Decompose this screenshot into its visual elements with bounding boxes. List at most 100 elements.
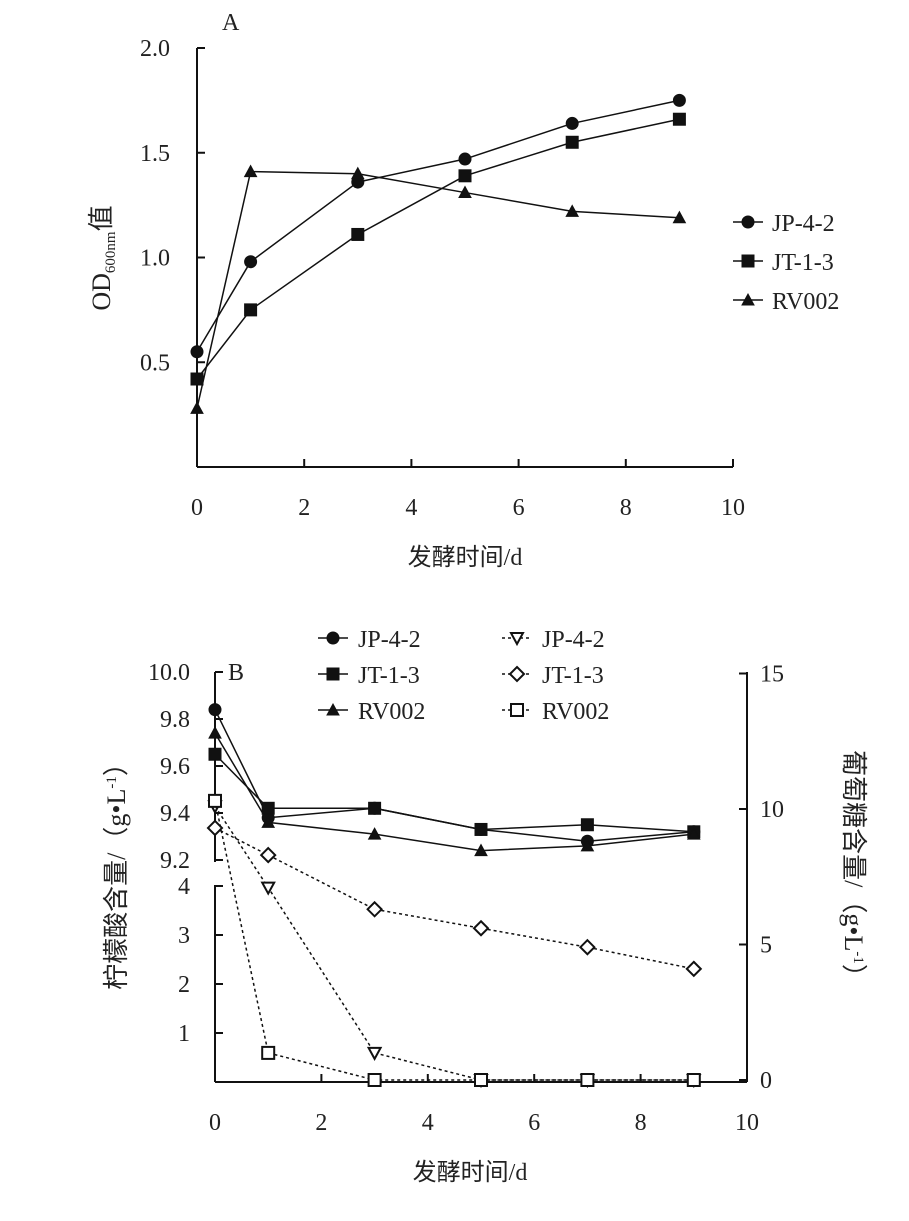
x-axis-label: 发酵时间/d	[408, 544, 523, 571]
data-point-RV002	[190, 401, 204, 414]
series-line-JP-4-2	[196, 99, 680, 353]
legend-label: JP-4-2	[772, 211, 835, 237]
legend-label: RV002	[542, 699, 609, 725]
y-axis-left-label: 柠檬酸含量/（g•L-1）	[102, 750, 131, 990]
series-line-RV002	[196, 170, 680, 409]
data-point-JT-1-3	[244, 303, 258, 317]
data-point-JT-1-3-right	[259, 846, 277, 864]
data-point-RV002-left	[580, 838, 595, 852]
y-tick-label: 1.0	[140, 246, 170, 272]
data-point-RV002-left	[261, 815, 276, 828]
legend-marker	[741, 292, 755, 306]
data-point-JP-4-2	[244, 255, 258, 269]
y-tick-label: 1	[178, 1021, 190, 1047]
data-point-JT-1-3-left	[580, 818, 594, 832]
data-point-JP-4-2	[672, 93, 686, 107]
data-point-JT-1-3	[458, 169, 472, 183]
legend-label: RV002	[772, 289, 839, 315]
data-point-JT-1-3-left	[261, 801, 275, 815]
y-tick-label: 3	[178, 923, 190, 949]
data-point-JT-1-3-right	[366, 900, 384, 918]
y-tick-label: 9.8	[160, 707, 190, 733]
data-point-RV002-right	[261, 1045, 276, 1060]
data-point-RV002-left	[367, 827, 382, 840]
data-point-RV002	[565, 204, 580, 217]
x-tick-label: 0	[209, 1110, 221, 1136]
data-point-JT-1-3-left	[208, 747, 222, 761]
x-tick-label: 2	[315, 1110, 327, 1136]
data-point-JT-1-3-right	[472, 919, 490, 937]
series-line-JT-1-3-left	[214, 753, 694, 833]
data-point-JT-1-3	[351, 227, 365, 241]
series-line-JP-4-2-left	[214, 709, 694, 842]
y-right-tick-label: 0	[760, 1068, 772, 1094]
panel-label: A	[222, 10, 240, 36]
data-point-RV002-right	[367, 1073, 382, 1087]
x-axis-label: 发酵时间/d	[413, 1159, 528, 1186]
y-tick-label: 10.0	[148, 660, 190, 686]
data-point-RV002-left	[686, 827, 701, 840]
data-point-JP-4-2	[565, 116, 579, 130]
legend-marker	[326, 667, 340, 681]
data-point-RV002	[350, 166, 365, 180]
data-point-JP-4-2	[458, 152, 472, 166]
data-point-RV002-right	[686, 1073, 701, 1087]
x-tick-label: 8	[635, 1110, 647, 1136]
legend-label: JT-1-3	[358, 663, 420, 689]
y-tick-label: 9.2	[160, 848, 190, 874]
data-point-JT-1-3-right	[578, 938, 596, 956]
y-tick-label: 9.4	[160, 801, 190, 827]
data-point-JT-1-3-right	[685, 960, 703, 978]
y-right-tick-label: 5	[760, 933, 772, 959]
data-point-RV002-left	[208, 726, 222, 739]
x-tick-label: 6	[528, 1110, 540, 1136]
data-point-RV002-right	[580, 1073, 595, 1087]
legend-marker	[326, 702, 340, 716]
y-axis-right-label: 葡萄糖含量/（g•L-1）	[839, 750, 868, 990]
legend-marker	[741, 215, 755, 229]
data-point-JP-4-2-right	[260, 881, 276, 896]
y-tick-label: 9.6	[160, 754, 190, 780]
series-line-JT-1-3	[196, 118, 680, 380]
data-point-JT-1-3-left	[368, 801, 382, 815]
y-right-tick-label: 10	[760, 797, 784, 823]
x-tick-label: 8	[620, 495, 632, 521]
data-point-RV002-right	[208, 793, 222, 808]
y-tick-label: 2.0	[140, 36, 170, 62]
legend-label: JT-1-3	[772, 250, 834, 276]
data-point-JT-1-3	[190, 372, 204, 386]
x-tick-label: 10	[735, 1110, 759, 1136]
legend-marker	[509, 632, 525, 647]
x-tick-label: 0	[191, 495, 203, 521]
legend-label: JP-4-2	[358, 627, 421, 653]
series-line-JT-1-3-right	[214, 827, 694, 970]
legend-label: JP-4-2	[542, 627, 605, 653]
data-point-RV002	[243, 164, 258, 178]
data-point-RV002	[672, 210, 687, 224]
series-line-RV002-right	[214, 800, 694, 1081]
y-right-tick-label: 15	[760, 662, 784, 688]
panel-label: B	[228, 660, 244, 686]
y-tick-label: 1.5	[140, 141, 170, 167]
legend-marker	[326, 631, 340, 645]
data-point-JT-1-3	[672, 112, 686, 126]
data-point-JP-4-2-left	[208, 703, 222, 717]
data-point-JT-1-3-right	[206, 819, 224, 837]
data-point-RV002	[458, 185, 472, 199]
data-point-JP-4-2-right	[366, 1046, 383, 1061]
y-tick-label: 0.5	[140, 350, 170, 376]
x-tick-label: 2	[298, 495, 310, 521]
x-tick-label: 10	[721, 495, 745, 521]
legend-label: JT-1-3	[542, 663, 604, 689]
y-tick-label: 4	[178, 874, 190, 900]
data-point-RV002-right	[474, 1073, 488, 1087]
series-line-JP-4-2-right	[214, 805, 694, 1081]
x-tick-label: 6	[513, 495, 525, 521]
y-tick-label: 2	[178, 972, 190, 998]
legend-label: RV002	[358, 699, 425, 725]
x-tick-label: 4	[422, 1110, 434, 1136]
series-line-RV002-left	[214, 732, 694, 852]
legend-marker	[508, 665, 526, 683]
data-point-JT-1-3-left	[474, 822, 488, 836]
